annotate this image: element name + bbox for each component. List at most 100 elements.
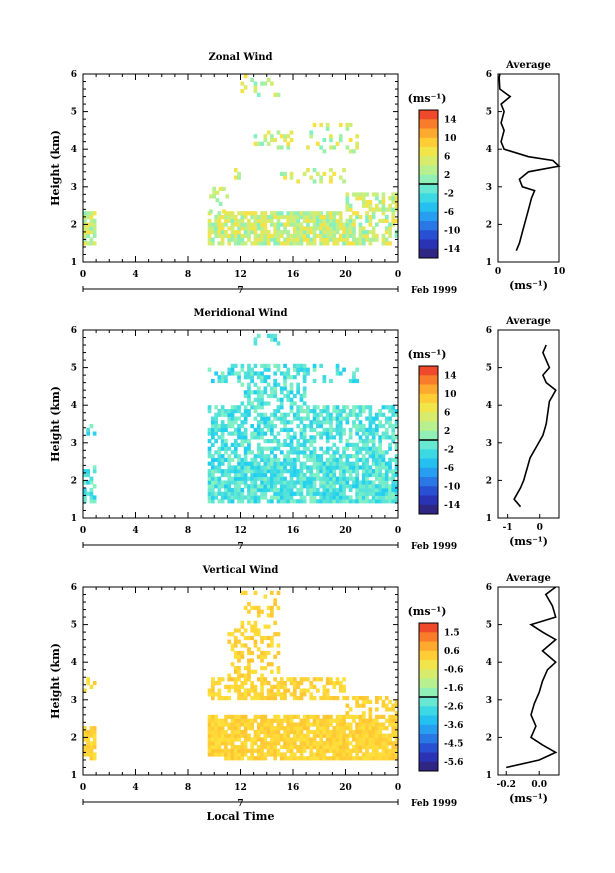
heatmap-cell [335, 412, 340, 417]
heatmap-cell [263, 218, 268, 223]
heatmap-cell [335, 420, 340, 425]
heatmap-cell [384, 726, 389, 731]
heatmap-cell [355, 748, 359, 753]
heatmap-cell [263, 696, 268, 701]
heatmap-cell [302, 476, 307, 481]
heatmap-cell [233, 639, 238, 644]
heatmap-cell [92, 431, 97, 436]
heatmap-cell [375, 707, 379, 712]
heatmap-cell [240, 382, 245, 387]
heatmap-cell [214, 420, 218, 425]
heatmap-cell [286, 450, 291, 455]
heatmap-cell [302, 211, 307, 216]
heatmap-cell [240, 692, 245, 697]
heatmap-cell [371, 487, 376, 493]
heatmap-cell [270, 733, 274, 738]
heatmap-cell [289, 748, 294, 753]
heatmap-cell [240, 457, 245, 462]
heatmap-cell [220, 472, 225, 478]
heatmap-cell [227, 237, 232, 242]
heatmap-cell [86, 241, 90, 246]
heatmap-cell [260, 211, 264, 216]
heatmap-cell [273, 748, 277, 753]
heatmap-cell [302, 378, 307, 384]
heatmap-cell [247, 491, 251, 496]
heatmap-cell [312, 409, 317, 414]
heatmap-cell [86, 748, 90, 753]
heatmap-cell [316, 211, 320, 216]
heatmap-cell [306, 424, 310, 429]
heatmap-cell [263, 756, 268, 761]
colorbar-segment [419, 137, 438, 148]
heatmap-cell [309, 211, 314, 216]
heatmap-cell [391, 439, 396, 444]
heatmap-cell [243, 211, 248, 216]
heatmap-cell [375, 192, 379, 197]
heatmap-cell [240, 714, 245, 719]
heatmap-cell [299, 241, 304, 246]
colorbar-segment [419, 449, 438, 459]
heatmap-cell [276, 446, 281, 451]
heatmap-cell [329, 472, 333, 478]
heatmap-cell [207, 409, 212, 414]
heatmap-cell [293, 233, 297, 238]
heatmap-cell [306, 741, 310, 746]
heatmap-cell [289, 756, 294, 761]
heatmap-cell [211, 472, 215, 478]
heatmap-cell [299, 737, 304, 742]
heatmap-cell [283, 454, 287, 459]
heatmap-cell [316, 752, 320, 757]
heatmap-cell [279, 484, 284, 489]
heatmap-cell [243, 74, 248, 79]
average-y-tick-label: 6 [486, 583, 492, 593]
heatmap-cell [224, 450, 228, 455]
heatmap-cell [299, 215, 304, 220]
heatmap-cell [83, 748, 87, 753]
heatmap-cell [240, 620, 245, 625]
heatmap-cell [243, 688, 248, 693]
heatmap-cell [283, 495, 287, 500]
heatmap-cell [361, 431, 366, 436]
heatmap-cell [273, 737, 277, 742]
heatmap-cell [230, 718, 235, 723]
average-y-tick-label: 4 [486, 401, 492, 411]
heatmap-cell [289, 499, 294, 504]
heatmap-cell [335, 696, 340, 701]
heatmap-cell [342, 179, 346, 184]
heatmap-cell [381, 424, 386, 429]
heatmap-cell [338, 427, 343, 432]
heatmap-cell [89, 756, 94, 761]
heatmap-cell [86, 729, 90, 735]
heatmap-cell [335, 729, 340, 735]
heatmap-cell [260, 237, 264, 242]
y-tick-label: 6 [71, 326, 77, 336]
heatmap-cell [329, 222, 333, 227]
heatmap-cell [253, 484, 258, 489]
heatmap-cell [348, 461, 353, 466]
heatmap-cell [368, 431, 373, 436]
heatmap-cell [260, 446, 264, 451]
heatmap-cell [220, 457, 225, 462]
heatmap-cell [388, 424, 392, 429]
heatmap-cell [394, 203, 399, 208]
heatmap-cell [302, 424, 307, 429]
heatmap-cell [276, 487, 281, 493]
heatmap-cell [299, 226, 304, 231]
y-tick-label: 4 [71, 145, 77, 155]
heatmap-cell [342, 233, 346, 238]
heatmap-cell [296, 469, 300, 474]
heatmap-cell [263, 241, 268, 246]
heatmap-cell [266, 722, 271, 727]
heatmap-cell [312, 729, 317, 735]
heatmap-cell [276, 491, 281, 496]
heatmap-cell [348, 378, 353, 384]
colorbar-segment [419, 110, 438, 120]
x-tick-label: 12 [234, 270, 247, 280]
heatmap-cell [240, 487, 245, 493]
heatmap-cell [230, 469, 235, 474]
heatmap-cell [296, 382, 300, 387]
heatmap-cell [266, 465, 271, 470]
heatmap-cell [338, 137, 343, 143]
average-title: Average [505, 316, 551, 327]
heatmap-cell [276, 237, 281, 242]
